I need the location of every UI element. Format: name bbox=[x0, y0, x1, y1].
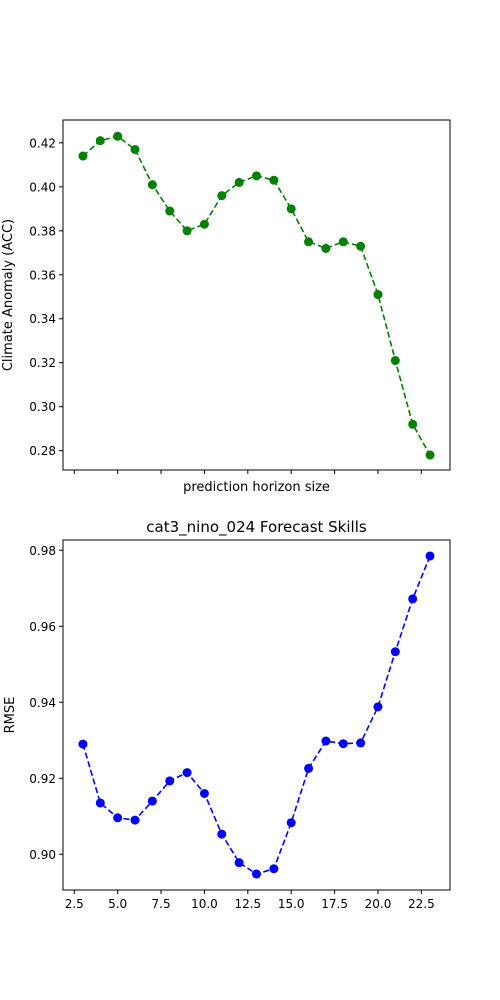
acc-y-tick-label: 0.42 bbox=[29, 136, 56, 150]
acc-data-point bbox=[165, 206, 175, 216]
rmse-x-tick-label: 15.0 bbox=[278, 897, 305, 911]
rmse-x-tick-label: 7.5 bbox=[152, 897, 171, 911]
rmse-x-tick-label: 5.0 bbox=[108, 897, 127, 911]
rmse-ticks-layer: 2.5 5.0 7.5 10.0 12.5 15.0 17.5 20.0 22.5 0.90 0.9… bbox=[29, 544, 434, 911]
acc-data-point bbox=[130, 144, 140, 154]
rmse-series-layer bbox=[78, 551, 435, 879]
rmse-plot-frame bbox=[62, 539, 451, 891]
acc-y-axis-label: Climate Anomaly (ACC) bbox=[1, 219, 16, 371]
rmse-data-point bbox=[408, 594, 418, 604]
rmse-data-point bbox=[356, 738, 366, 748]
acc-data-point bbox=[304, 237, 314, 247]
acc-y-tick-label: 0.36 bbox=[29, 268, 56, 282]
acc-y-tick-label: 0.38 bbox=[29, 224, 56, 238]
rmse-y-axis-label: RMSE bbox=[3, 697, 18, 734]
rmse-chart-title: cat3_nino_024 Forecast Skills bbox=[146, 518, 367, 537]
acc-data-point bbox=[390, 356, 400, 366]
rmse-data-point bbox=[373, 702, 383, 712]
rmse-data-point bbox=[95, 798, 105, 808]
acc-y-tick-label: 0.30 bbox=[29, 400, 56, 414]
acc-data-point bbox=[408, 419, 418, 429]
rmse-data-point bbox=[390, 647, 400, 657]
rmse-data-point bbox=[321, 736, 331, 746]
rmse-x-tick-label: 22.5 bbox=[408, 897, 435, 911]
rmse-data-point bbox=[182, 768, 192, 778]
rmse-y-tick-label: 0.98 bbox=[29, 544, 56, 558]
acc-subplot: 0.28 0.30 0.32 0.34 0.36 0.38 0.40 0.42 predict… bbox=[1, 119, 451, 495]
acc-y-tick-label: 0.40 bbox=[29, 180, 56, 194]
acc-data-point bbox=[338, 237, 348, 247]
rmse-data-point bbox=[304, 763, 314, 773]
acc-data-point bbox=[199, 219, 209, 229]
rmse-data-point bbox=[199, 788, 209, 798]
acc-y-tick-label: 0.32 bbox=[29, 356, 56, 370]
acc-data-point bbox=[147, 180, 157, 190]
rmse-data-point bbox=[217, 829, 227, 839]
rmse-data-point bbox=[113, 813, 123, 823]
rmse-y-tick-label: 0.92 bbox=[29, 772, 56, 786]
acc-data-point bbox=[425, 450, 435, 460]
rmse-x-tick-label: 12.5 bbox=[234, 897, 261, 911]
rmse-data-point bbox=[269, 864, 279, 874]
rmse-data-point bbox=[78, 739, 88, 749]
rmse-data-point bbox=[338, 739, 348, 749]
rmse-data-point bbox=[130, 815, 140, 825]
rmse-data-point bbox=[286, 818, 296, 828]
acc-ticks-layer: 0.28 0.30 0.32 0.34 0.36 0.38 0.40 0.42 bbox=[29, 136, 422, 474]
rmse-data-point bbox=[252, 869, 261, 879]
acc-x-axis-label: prediction horizon size bbox=[183, 480, 330, 495]
rmse-data-point bbox=[165, 776, 175, 786]
acc-data-point bbox=[78, 151, 88, 161]
rmse-data-point bbox=[425, 551, 435, 561]
acc-data-point bbox=[113, 131, 123, 141]
acc-data-point bbox=[234, 177, 244, 187]
rmse-x-tick-label: 20.0 bbox=[365, 897, 392, 911]
acc-data-point bbox=[373, 290, 383, 300]
acc-y-tick-label: 0.28 bbox=[29, 444, 56, 458]
acc-data-point bbox=[269, 175, 279, 185]
rmse-x-tick-label: 2.5 bbox=[65, 897, 84, 911]
acc-series-layer bbox=[78, 131, 435, 460]
rmse-x-tick-label: 10.0 bbox=[191, 897, 218, 911]
acc-data-point bbox=[356, 241, 366, 251]
acc-data-point bbox=[252, 171, 261, 181]
acc-data-point bbox=[217, 191, 227, 201]
rmse-data-point bbox=[234, 858, 244, 868]
acc-y-tick-label: 0.34 bbox=[29, 312, 56, 326]
rmse-x-tick-label: 17.5 bbox=[321, 897, 348, 911]
acc-data-point bbox=[95, 136, 105, 146]
rmse-y-tick-label: 0.94 bbox=[29, 696, 56, 710]
acc-plot-frame bbox=[62, 119, 451, 471]
rmse-data-point bbox=[147, 796, 157, 806]
acc-data-point bbox=[182, 226, 192, 236]
rmse-y-tick-label: 0.90 bbox=[29, 848, 56, 862]
acc-data-point bbox=[286, 204, 296, 214]
rmse-subplot: 2.5 5.0 7.5 10.0 12.5 15.0 17.5 20.0 22.5 0.90 0.9… bbox=[3, 518, 451, 911]
rmse-y-tick-label: 0.96 bbox=[29, 620, 56, 634]
acc-data-point bbox=[321, 243, 331, 253]
